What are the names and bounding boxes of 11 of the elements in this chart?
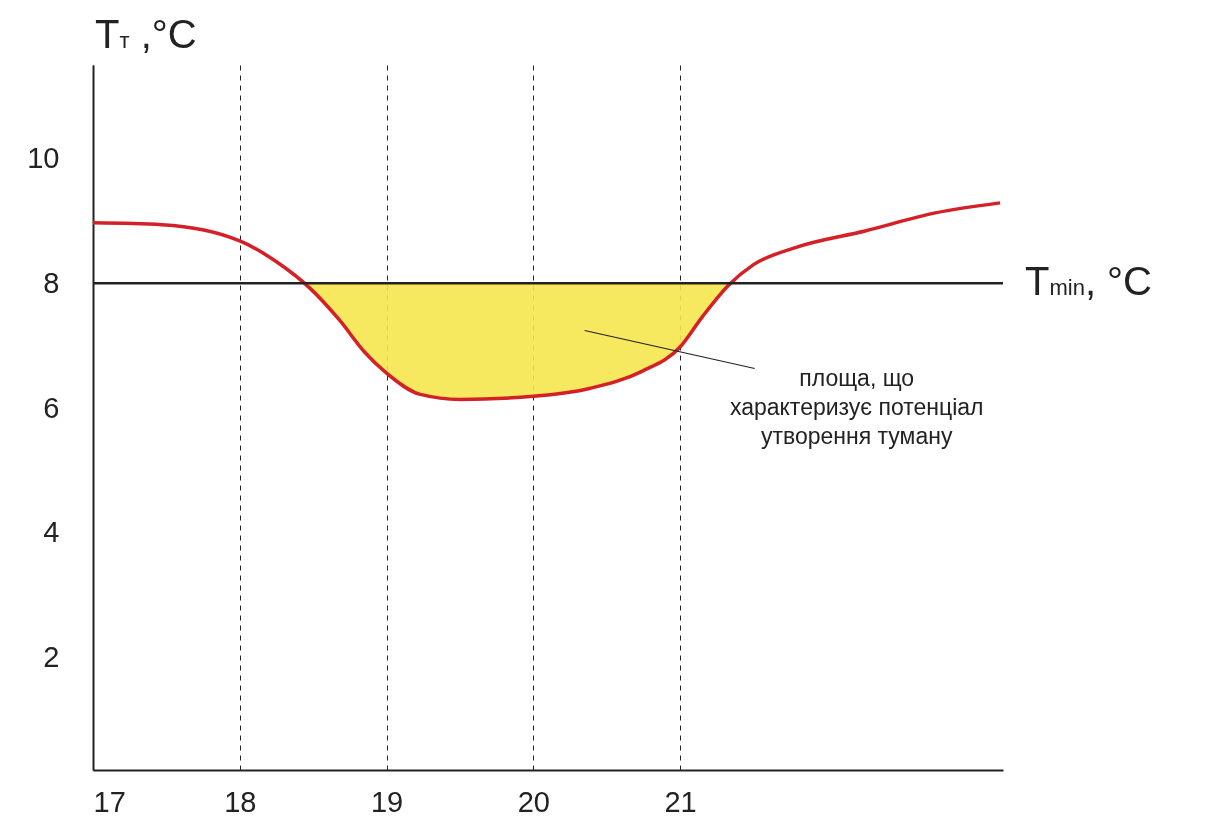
y-tick-label: 10	[27, 142, 60, 175]
y-tick-label: 2	[43, 641, 60, 674]
y-tick-label: 4	[43, 516, 60, 549]
x-tick-label: 17	[93, 785, 126, 818]
annotation: площа, що характеризує потенціал утворення туману	[729, 365, 984, 450]
x-tick-label: 21	[664, 785, 697, 818]
y-tick-label: 6	[43, 391, 60, 424]
x-tick-label: 18	[224, 785, 257, 818]
y-tick-label: 8	[43, 266, 60, 299]
x-tick-label: 20	[517, 785, 550, 818]
x-tick-label: 19	[370, 785, 404, 818]
